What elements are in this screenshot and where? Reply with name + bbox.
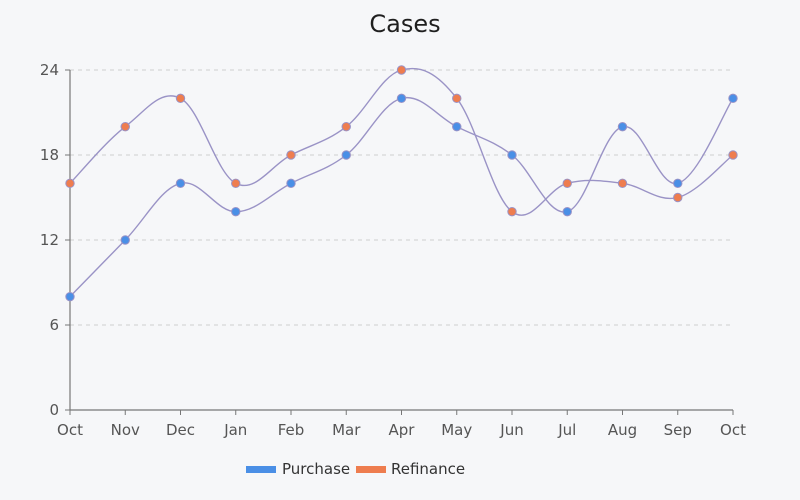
x-tick-label: Mar [332,421,361,439]
data-point-refinance [617,178,628,189]
data-point-refinance [396,65,407,75]
data-point-purchase [452,121,462,132]
series-line-purchase [69,96,734,298]
data-point-refinance [562,178,572,189]
data-point-purchase [507,150,517,160]
data-point-refinance [673,192,683,203]
data-point-refinance [728,150,738,160]
y-tick-label: 0 [49,401,59,419]
data-point-purchase [120,235,130,245]
data-point-refinance [286,150,296,160]
grid-lines [70,69,733,326]
data-point-refinance [341,121,351,132]
x-tick-label: Jul [557,421,576,439]
legend-swatch-purchase [246,466,276,473]
data-point-purchase [175,178,186,189]
data-point-purchase [562,206,572,217]
y-tick-label: 12 [40,231,59,249]
data-point-refinance [120,121,130,132]
x-tick-label: Oct [720,421,746,439]
series-line-refinance [69,67,734,216]
x-tick-label: Apr [389,421,416,439]
x-tick-label: Jun [499,421,523,439]
x-tick-label: Sep [664,421,692,439]
x-tick-label: May [441,421,472,439]
y-tick-label: 24 [40,61,59,79]
y-tick-label: 6 [49,316,59,334]
x-tick-label: Jan [223,421,247,439]
legend-label-refinance: Refinance [391,460,465,478]
x-tick-label: Aug [608,421,637,439]
data-point-refinance [175,93,186,104]
axes: 0 6 12 18 24 Oct Nov Dec Jan Feb Mar Apr May Jun Jul Au… [40,61,746,439]
x-tick-label: Feb [278,421,305,439]
data-point-purchase [673,178,683,189]
data-point-refinance [231,178,241,189]
legend-label-purchase: Purchase [282,460,350,478]
data-point-purchase [286,178,296,189]
data-point-purchase [65,291,75,302]
legend: Purchase Refinance [246,460,465,478]
data-point-purchase [231,206,241,217]
data-point-refinance [507,206,517,217]
x-tick-label: Dec [166,421,195,439]
data-points [65,65,738,302]
data-point-purchase [396,93,407,104]
legend-swatch-refinance [356,466,386,473]
x-tick-label: Nov [111,421,140,439]
y-tick-label: 18 [40,146,59,164]
data-point-refinance [452,93,462,104]
data-point-refinance [65,178,75,189]
data-point-purchase [728,93,738,104]
chart-title: Cases [369,10,440,38]
data-point-purchase [617,121,628,132]
x-tick-label: Oct [57,421,83,439]
data-point-purchase [341,150,351,160]
